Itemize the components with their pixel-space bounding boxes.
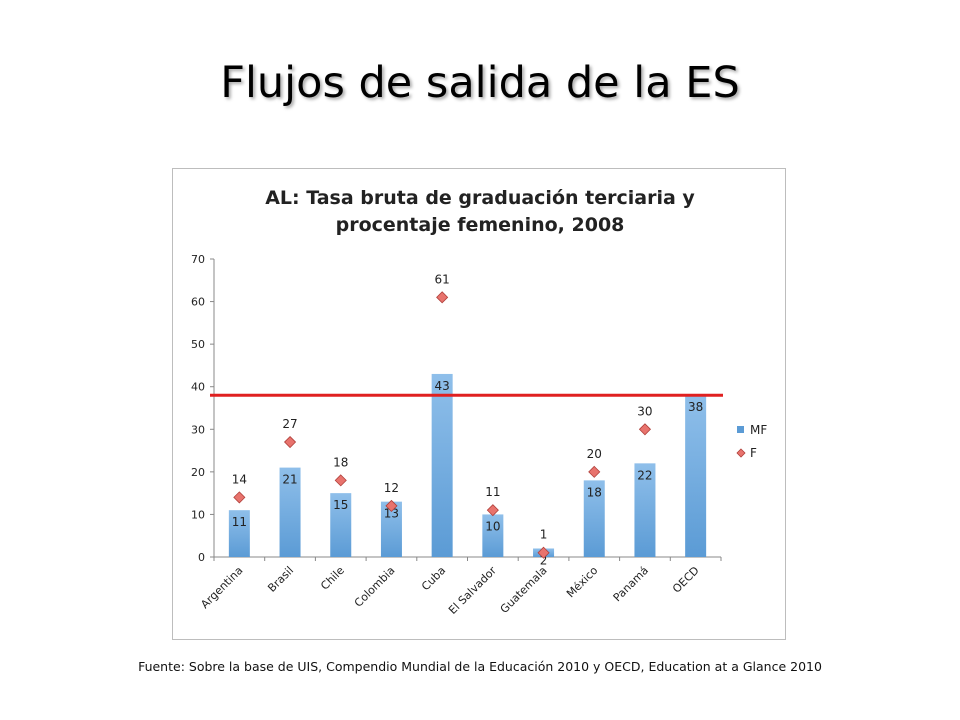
bar-mf [482,514,504,557]
y-tick-label: 10 [191,508,205,521]
marker-f-value-label: 11 [485,485,500,499]
category-label: OECD [670,564,702,596]
marker-f [537,546,550,559]
marker-f-value-label: 30 [637,404,652,418]
bar-mf-value-label: 43 [435,379,450,393]
category-label: Colombia [352,564,398,610]
bar-mf-value-label: 15 [333,498,348,512]
marker-f-value-label: 20 [587,447,602,461]
y-tick-label: 20 [191,466,205,479]
category-label: El Salvador [446,564,499,617]
category-label: Chile [318,564,347,593]
y-tick-label: 30 [191,423,205,436]
chart-title-line-1: AL: Tasa bruta de graduación terciaria y [265,187,695,209]
marker-f [638,423,652,436]
marker-f [436,291,449,304]
marker-f [334,474,347,487]
y-tick-label: 40 [191,381,205,394]
marker-f [283,435,297,449]
bar-mf-value-label: 11 [232,515,247,529]
bar-mf-value-label: 2 [540,553,548,567]
marker-f-value-label: 14 [232,472,247,486]
marker-f-value-label: 61 [435,272,450,286]
category-label: Panamá [611,564,651,604]
marker-f-value-label: 18 [333,455,348,469]
bar-mf-value-label: 22 [637,468,652,482]
legend-swatch-mf [737,426,744,433]
slide-title: Flujos de salida de la ES [220,58,740,108]
bar-mf [685,395,707,557]
bar-mf [380,501,402,557]
y-tick-label: 50 [191,338,205,351]
bar-mf-value-label: 10 [485,519,500,533]
chart-title: AL: Tasa bruta de graduación terciaria y… [173,185,787,239]
bar-mf [634,463,656,557]
category-label: Argentina [198,564,245,611]
legend-swatch-f [736,448,746,458]
chart-title-line-2: procentaje femenino, 2008 [335,214,625,236]
bar-mf [583,480,605,557]
bar-mf [431,373,453,557]
bar-mf-value-label: 13 [384,507,399,521]
marker-f-value-label: 1 [540,528,548,542]
chart-frame: AL: Tasa bruta de graduación terciaria y… [172,168,786,640]
marker-f [588,465,601,478]
y-tick-label: 60 [191,296,205,309]
marker-f-value-label: 27 [282,417,297,431]
y-tick-label: 70 [191,253,205,266]
bar-mf [228,510,250,557]
bar-mf-value-label: 18 [587,485,602,499]
y-tick-label: 0 [198,551,205,564]
bar-mf-value-label: 38 [688,400,703,414]
source-footnote: Fuente: Sobre la base de UIS, Compendio … [138,659,822,674]
bar-mf-value-label: 21 [282,473,297,487]
category-label: México [564,564,601,601]
bar-mf [330,493,352,557]
legend-label-f: F [750,446,757,460]
marker-f [233,491,246,504]
marker-f-value-label: 12 [384,481,399,495]
category-label: Cuba [419,564,448,593]
bar-mf [279,467,301,557]
category-label: Guatemala [498,564,550,616]
marker-f [385,499,398,512]
category-label: Brasil [265,564,296,595]
marker-f [486,504,499,517]
legend-label-mf: MF [750,423,767,437]
